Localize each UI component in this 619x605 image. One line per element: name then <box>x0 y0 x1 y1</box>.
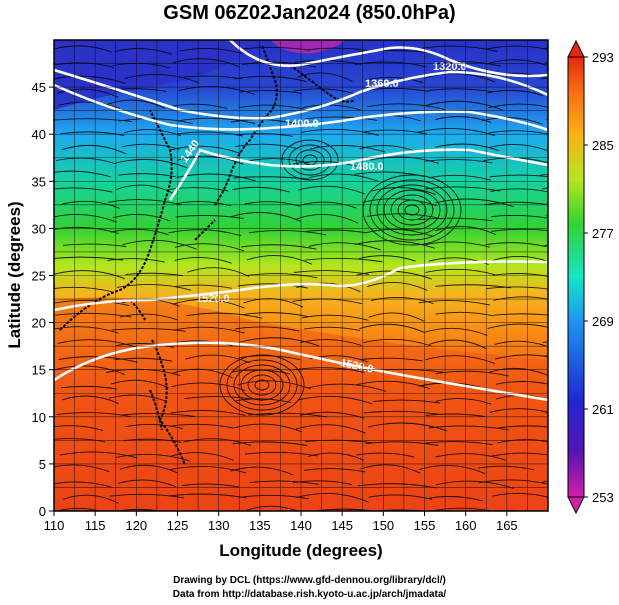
x-tick-label: 120 <box>125 518 147 533</box>
colorbar-tick-label: 253 <box>592 490 614 505</box>
map-title: GSM 06Z02Jan2024 (850.0hPa) <box>163 2 456 24</box>
x-axis-ticks: 110 115 120 125 130 135 140 145 150 155 160 165 <box>44 511 518 533</box>
x-tick-label: 160 <box>455 518 477 533</box>
contour-label: 1360.0 <box>365 78 399 90</box>
wind-streamlines <box>54 45 548 511</box>
contour-label: 1480.0 <box>350 161 384 173</box>
x-tick-label: 110 <box>44 518 65 533</box>
y-tick-label: 35 <box>32 174 46 189</box>
credit-data: Data from http://database.rish.kyoto-u.a… <box>172 589 447 600</box>
contour-label: 1400.0 <box>285 118 319 130</box>
y-tick-label: 20 <box>32 316 46 331</box>
colorbar-tick-label: 293 <box>592 50 614 65</box>
x-tick-label: 140 <box>290 518 312 533</box>
colorbar-bottom-arrow <box>567 496 585 515</box>
x-tick-label: 165 <box>496 518 518 533</box>
lat-lon-grid <box>53 39 549 512</box>
credit-drawing: Drawing by DCL (https://www.gfd-dennou.o… <box>173 575 446 586</box>
colorbar-tick-label: 269 <box>592 314 614 329</box>
y-tick-label: 45 <box>32 80 46 95</box>
y-tick-label: 10 <box>32 410 46 425</box>
x-tick-label: 115 <box>85 518 106 533</box>
colorbar-tick-label: 261 <box>592 402 614 417</box>
y-tick-label: 25 <box>32 269 46 284</box>
colorbar: 293 285 277 269 261 253 <box>567 39 614 515</box>
y-tick-label: 0 <box>39 504 46 519</box>
y-tick-label: 5 <box>39 457 46 472</box>
contour-label: 1320.0 <box>433 61 467 73</box>
y-axis-ticks: 0 5 10 15 20 25 30 35 40 45 <box>32 80 54 519</box>
x-tick-label: 155 <box>414 518 436 533</box>
y-tick-label: 40 <box>32 127 46 142</box>
x-tick-label: 130 <box>208 518 230 533</box>
x-tick-label: 125 <box>167 518 189 533</box>
x-tick-label: 150 <box>372 518 394 533</box>
colorbar-top-arrow <box>567 39 585 58</box>
y-tick-label: 15 <box>32 363 46 378</box>
colorbar-tick-label: 277 <box>592 226 614 241</box>
y-axis-label: Latitude (degrees) <box>5 201 24 348</box>
geopotential-contours <box>54 40 548 402</box>
x-axis-label: Longitude (degrees) <box>219 541 382 560</box>
coastlines <box>59 44 356 466</box>
x-tick-label: 135 <box>249 518 271 533</box>
colorbar-tick-label: 285 <box>592 138 614 153</box>
x-tick-label: 145 <box>331 518 353 533</box>
y-tick-label: 30 <box>32 221 46 236</box>
